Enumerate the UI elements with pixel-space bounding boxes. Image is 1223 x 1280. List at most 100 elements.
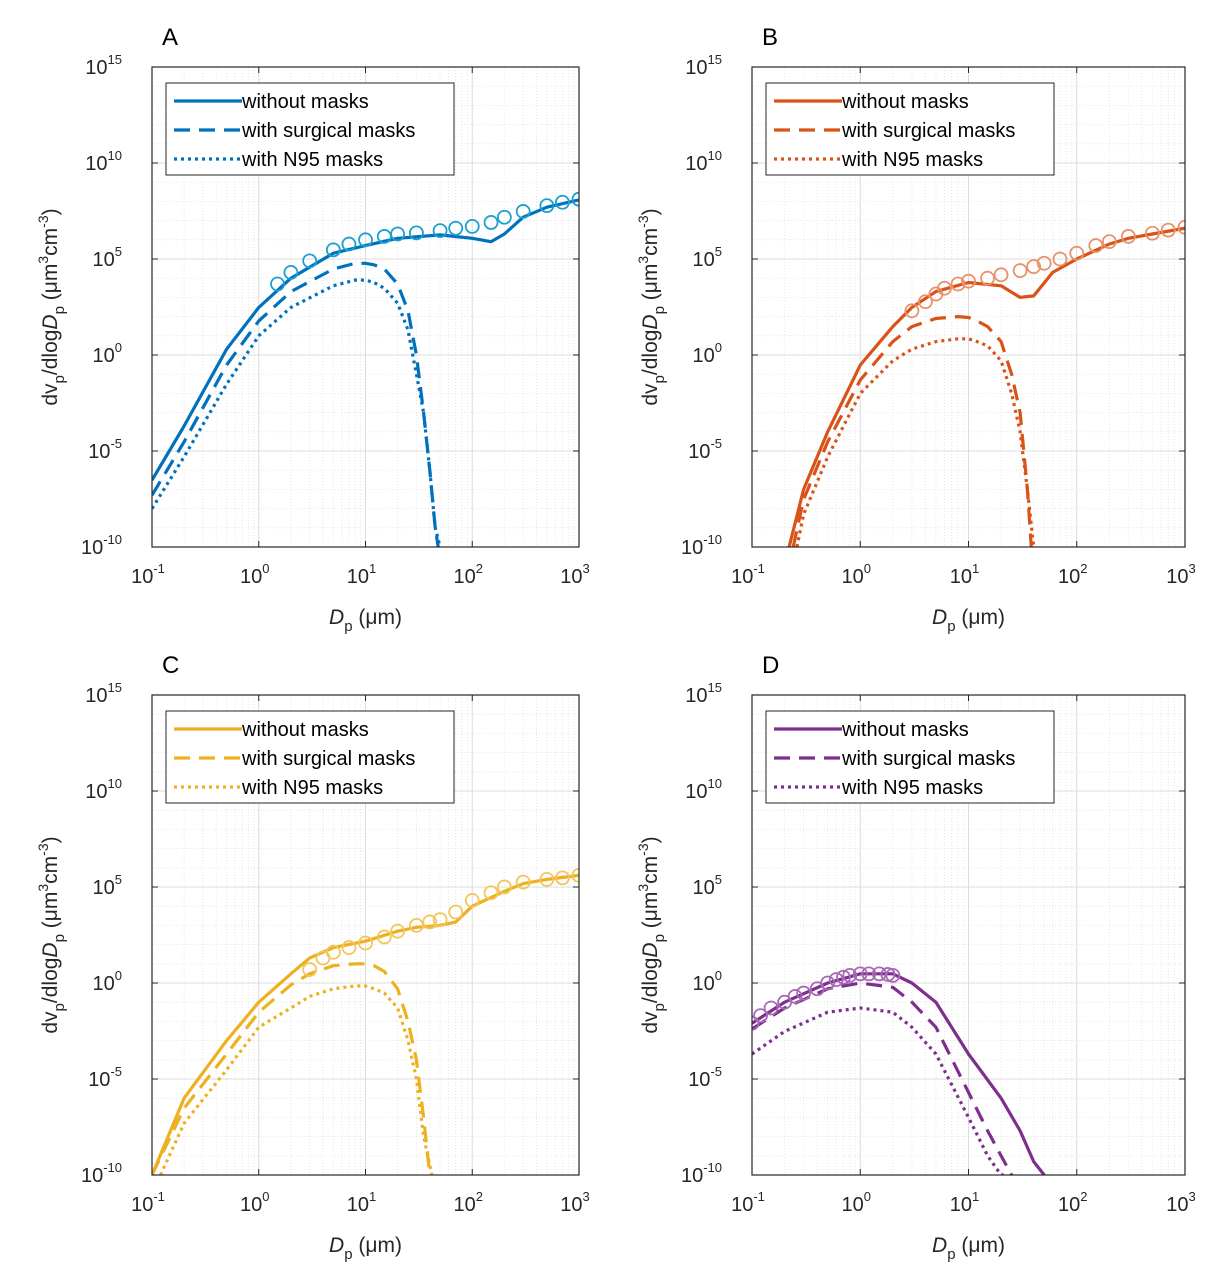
data-point <box>325 242 341 258</box>
legend-entry: with N95 masks <box>841 149 983 171</box>
data-point <box>358 935 373 951</box>
data-point <box>961 273 976 289</box>
data-point <box>376 929 392 945</box>
plot-area <box>152 868 579 1175</box>
data-point <box>409 225 424 241</box>
legend-entry: without masks <box>841 719 969 741</box>
data-point <box>483 215 499 230</box>
grid <box>151 694 580 1176</box>
y-tick-label: 10-10 <box>81 1160 122 1187</box>
y-tick-label: 10-10 <box>681 532 722 559</box>
plot-area <box>152 191 579 547</box>
data-point <box>753 1008 768 1024</box>
data-point <box>515 874 531 890</box>
panel-label: A <box>162 24 178 51</box>
data-point <box>980 270 995 286</box>
x-axis-label: Dp (μm) <box>932 1234 1005 1263</box>
data-point <box>496 209 512 225</box>
x-tick-label: 103 <box>560 561 589 588</box>
data-point <box>1052 251 1068 267</box>
y-tick-label: 1010 <box>685 148 722 175</box>
series-markers <box>302 868 579 977</box>
data-point <box>483 885 499 901</box>
data-point <box>341 236 357 252</box>
x-tick-label: 103 <box>560 1189 589 1216</box>
x-tick-label: 102 <box>454 561 483 588</box>
legend-entry: without masks <box>841 91 969 113</box>
data-point <box>787 989 803 1004</box>
y-axis-label: dvp/dlogDp (μm3cm-3) <box>635 208 668 405</box>
legend-entry: without masks <box>241 91 369 113</box>
data-point <box>302 253 318 269</box>
series-line-dashed <box>152 962 432 1175</box>
data-point <box>270 276 285 292</box>
x-axis-label: Dp (μm) <box>329 1234 402 1263</box>
y-tick-label: 105 <box>93 244 122 271</box>
data-point <box>571 868 579 883</box>
data-point <box>880 967 896 982</box>
x-tick-label: 100 <box>842 1189 871 1216</box>
x-tick-label: 103 <box>1166 1189 1195 1216</box>
panel-label: C <box>162 652 179 679</box>
panel-A: 10-1 100 101 102 103 10-10 10-5 100 105 1010 1015 D… <box>35 24 590 635</box>
x-tick-label: 10-1 <box>731 561 765 588</box>
y-tick-label: 1015 <box>685 680 722 707</box>
data-point <box>555 870 570 886</box>
data-point <box>918 294 933 310</box>
y-tick-label: 100 <box>93 340 122 367</box>
data-point <box>515 204 531 219</box>
series-line-dotted <box>159 984 434 1175</box>
series-line-solid <box>152 198 579 482</box>
data-point <box>409 918 424 933</box>
data-point <box>390 226 406 242</box>
data-point <box>820 975 836 991</box>
x-tick-label: 101 <box>950 1189 979 1216</box>
data-point <box>302 962 318 977</box>
panel-label: B <box>762 24 778 51</box>
data-point <box>555 194 570 210</box>
panel-B: 10-1 100 101 102 103 10-10 10-5 100 105 1010 1015 D… <box>635 24 1196 635</box>
x-tick-label: 10-1 <box>131 1189 165 1216</box>
legend: without masks with surgical masks with N95… <box>165 82 455 176</box>
y-tick-label: 10-10 <box>81 532 122 559</box>
x-tick-label: 100 <box>240 561 269 588</box>
x-tick-label: 102 <box>1058 561 1087 588</box>
series-line-dashed <box>752 981 1014 1175</box>
y-axis-label: dvp/dlogDp (μm3cm-3) <box>35 208 68 405</box>
data-point <box>1069 245 1085 261</box>
panel-D: 10-1 100 101 102 103 10-10 10-5 100 105 1010 1015 D… <box>635 652 1196 1263</box>
data-point <box>1120 229 1136 244</box>
legend: without masks with surgical masks with N95… <box>165 710 455 804</box>
y-tick-label: 1010 <box>685 776 722 803</box>
y-tick-label: 10-5 <box>688 1064 722 1091</box>
series-line-dotted <box>152 278 442 547</box>
data-point <box>539 871 555 887</box>
data-point <box>937 280 952 296</box>
data-point <box>422 914 438 930</box>
data-point <box>861 966 877 982</box>
data-point <box>796 985 812 1001</box>
data-point <box>763 1000 779 1016</box>
data-point <box>358 232 373 248</box>
y-tick-label: 1015 <box>85 52 122 79</box>
data-point <box>496 879 512 895</box>
series-line-dotted <box>795 337 1036 547</box>
data-point <box>1145 225 1160 241</box>
data-point <box>341 940 357 955</box>
data-point <box>1101 234 1117 250</box>
plot-area <box>787 219 1185 547</box>
data-point <box>1036 255 1052 271</box>
data-point <box>828 972 844 988</box>
y-tick-label: 10-5 <box>88 1064 122 1091</box>
x-tick-label: 100 <box>842 561 871 588</box>
y-tick-label: 100 <box>693 340 722 367</box>
legend: without masks with surgical masks with N95… <box>765 82 1055 176</box>
y-tick-label: 1010 <box>85 776 122 803</box>
x-tick-label: 103 <box>1166 561 1195 588</box>
legend-entry: without masks <box>241 719 369 741</box>
data-point <box>752 1015 760 1031</box>
y-tick-label: 105 <box>693 872 722 899</box>
legend-entry: with surgical masks <box>841 120 1015 142</box>
y-tick-label: 100 <box>693 968 722 995</box>
